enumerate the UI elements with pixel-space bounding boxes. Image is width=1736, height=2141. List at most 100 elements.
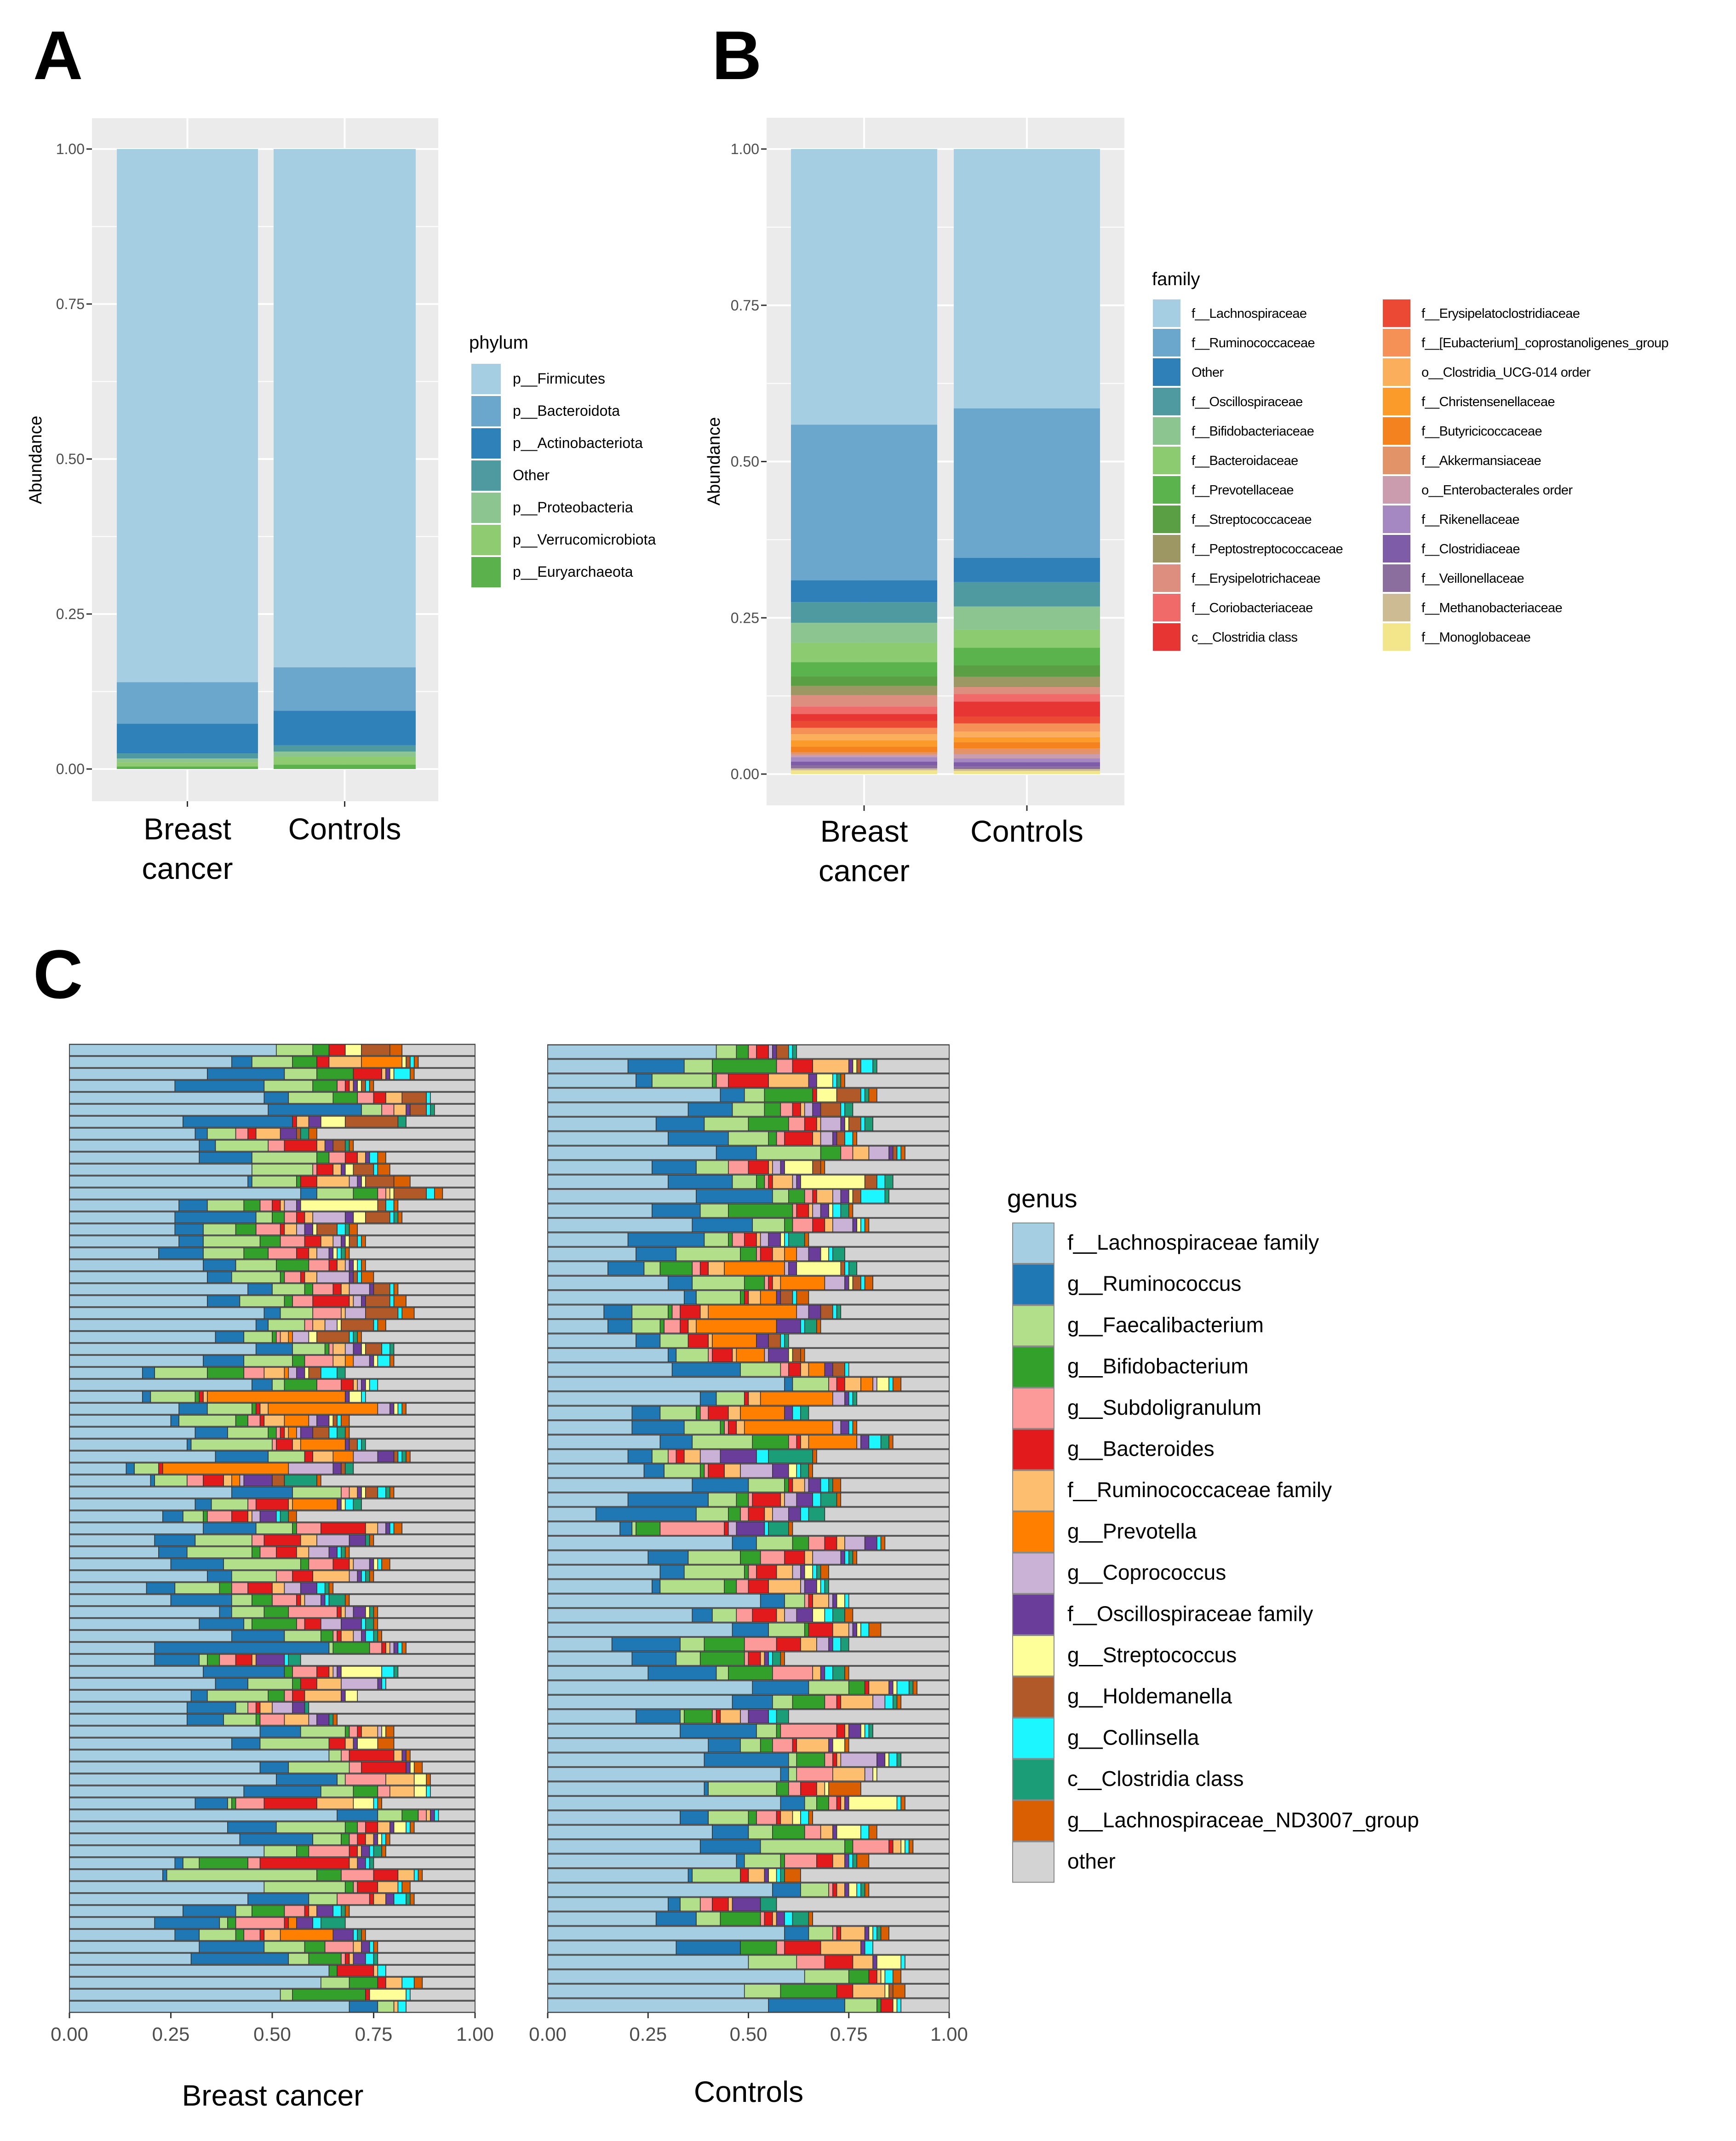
sample-segment-0-0-14 xyxy=(389,1044,403,1056)
sample-segment-0-39-14 xyxy=(288,1510,297,1522)
sample-segment-1-16-0 xyxy=(547,1275,669,1290)
sample-segment-0-49-0 xyxy=(69,1630,232,1642)
sample-segment-1-28-14 xyxy=(812,1449,817,1464)
sample-segment-1-17-15 xyxy=(808,1290,950,1305)
sample-segment-1-18-6 xyxy=(699,1304,709,1319)
legend-key-b xyxy=(1383,564,1410,592)
sample-segment-1-21-14 xyxy=(800,1348,805,1362)
sample-segment-1-7-11 xyxy=(892,1146,898,1160)
sample-segment-1-44-2 xyxy=(808,1680,849,1695)
sample-segment-1-33-2 xyxy=(631,1521,636,1536)
sample-segment-1-9-4 xyxy=(764,1174,769,1189)
sample-segment-1-42-15 xyxy=(784,1651,950,1666)
sample-segment-0-13-9 xyxy=(296,1200,301,1211)
sample-segment-1-56-14 xyxy=(856,1854,870,1868)
sample-segment-1-32-0 xyxy=(547,1507,596,1521)
sample-segment-0-57-5 xyxy=(357,1726,362,1738)
bar-segment-b-0-4 xyxy=(791,623,937,643)
sample-segment-1-1-6 xyxy=(812,1059,849,1073)
sample-segment-0-60-10 xyxy=(410,1762,415,1774)
sample-segment-0-65-4 xyxy=(357,1821,366,1833)
sample-segment-1-17-6 xyxy=(748,1290,761,1305)
sample-segment-1-39-5 xyxy=(752,1608,777,1623)
sample-segment-0-69-14 xyxy=(418,1869,423,1881)
sample-segment-1-35-8 xyxy=(812,1550,842,1565)
sample-segment-1-29-6 xyxy=(724,1464,741,1478)
sample-segment-0-76-9 xyxy=(353,1953,366,1965)
sample-segment-1-36-12 xyxy=(812,1565,817,1579)
sample-segment-0-1-0 xyxy=(69,1056,232,1068)
sample-segment-0-30-15 xyxy=(406,1403,476,1415)
sample-segment-1-4-9 xyxy=(812,1102,821,1117)
sample-segment-1-35-15 xyxy=(856,1550,950,1565)
sample-segment-1-51-1 xyxy=(704,1781,709,1796)
sample-segment-0-41-1 xyxy=(154,1534,196,1546)
sample-segment-0-43-0 xyxy=(69,1558,172,1570)
sample-segment-1-62-0 xyxy=(547,1940,677,1955)
sample-segment-1-52-10 xyxy=(848,1796,898,1810)
sample-segment-1-26-2 xyxy=(684,1420,721,1435)
sample-segment-0-3-11 xyxy=(361,1080,366,1092)
sample-segment-0-75-3 xyxy=(304,1941,326,1953)
sample-segment-1-5-15 xyxy=(872,1117,950,1131)
sample-segment-1-36-15 xyxy=(828,1565,950,1579)
sample-segment-1-57-1 xyxy=(688,1868,693,1883)
sample-segment-0-52-10 xyxy=(341,1666,382,1678)
legend-label-a: Other xyxy=(513,467,550,483)
sample-segment-0-9-4 xyxy=(328,1152,346,1164)
sample-segment-1-28-6 xyxy=(684,1449,701,1464)
sample-segment-0-69-5 xyxy=(373,1869,399,1881)
sample-segment-0-23-6 xyxy=(312,1319,326,1331)
sample-segment-0-3-4 xyxy=(337,1080,346,1092)
sample-segment-1-57-5 xyxy=(740,1868,749,1883)
sample-segment-0-73-0 xyxy=(69,1917,155,1929)
sample-segment-0-23-15 xyxy=(385,1319,476,1331)
sample-segment-1-32-13 xyxy=(808,1507,825,1521)
legend-key-b xyxy=(1383,476,1410,504)
sample-segment-1-27-12 xyxy=(868,1435,882,1449)
sample-segment-1-51-5 xyxy=(800,1781,817,1796)
sample-segment-0-67-5 xyxy=(349,1845,358,1857)
sample-segment-0-11-3 xyxy=(296,1176,301,1188)
sample-segment-0-46-9 xyxy=(321,1594,326,1606)
sample-segment-1-34-3 xyxy=(792,1536,809,1550)
sample-segment-1-16-12 xyxy=(860,1275,865,1290)
sample-segment-0-31-1 xyxy=(170,1415,179,1427)
sample-segment-0-47-6 xyxy=(341,1606,346,1618)
bar-segment-b-0-18 xyxy=(791,754,937,758)
sample-segment-0-3-1 xyxy=(174,1080,265,1092)
x-tick-label-c: 0.00 xyxy=(51,2023,88,2045)
sample-segment-0-57-15 xyxy=(393,1726,476,1738)
sample-segment-1-65-6 xyxy=(852,1984,886,1998)
sample-segment-0-79-0 xyxy=(69,1989,281,2001)
sample-segment-0-39-1 xyxy=(162,1510,183,1522)
sample-segment-0-37-14 xyxy=(389,1487,395,1498)
sample-segment-0-19-5 xyxy=(300,1271,305,1283)
sample-segment-1-16-7 xyxy=(780,1275,825,1290)
sample-segment-1-52-5 xyxy=(836,1796,842,1810)
sample-segment-0-15-4 xyxy=(255,1223,281,1235)
sample-segment-0-27-2 xyxy=(154,1367,208,1379)
x-tick-label-c: 0.50 xyxy=(253,2023,291,2045)
sample-segment-1-60-5 xyxy=(764,1911,773,1926)
sample-segment-0-26-6 xyxy=(332,1355,346,1367)
sample-segment-1-14-0 xyxy=(547,1247,636,1262)
sample-segment-0-42-3 xyxy=(252,1546,261,1558)
sample-segment-0-52-15 xyxy=(397,1666,476,1678)
sample-segment-1-22-15 xyxy=(848,1362,950,1377)
sample-segment-1-7-1 xyxy=(716,1146,757,1160)
sample-segment-1-1-9 xyxy=(848,1059,854,1073)
sample-segment-1-48-4 xyxy=(772,1738,793,1753)
sample-segment-1-12-5 xyxy=(812,1218,825,1233)
sample-segment-1-59-4 xyxy=(699,1897,713,1911)
sample-segment-0-26-2 xyxy=(243,1355,293,1367)
sample-segment-0-47-3 xyxy=(264,1606,289,1618)
sample-segment-1-45-6 xyxy=(840,1695,873,1710)
sample-segment-1-63-9 xyxy=(872,1955,877,1969)
sample-segment-1-4-3 xyxy=(764,1102,781,1117)
sample-segment-1-59-2 xyxy=(680,1897,701,1911)
sample-segment-1-20-9 xyxy=(756,1333,769,1348)
sample-segment-1-7-0 xyxy=(547,1146,717,1160)
sample-segment-1-41-12 xyxy=(832,1637,842,1652)
sample-segment-1-27-1 xyxy=(659,1435,693,1449)
